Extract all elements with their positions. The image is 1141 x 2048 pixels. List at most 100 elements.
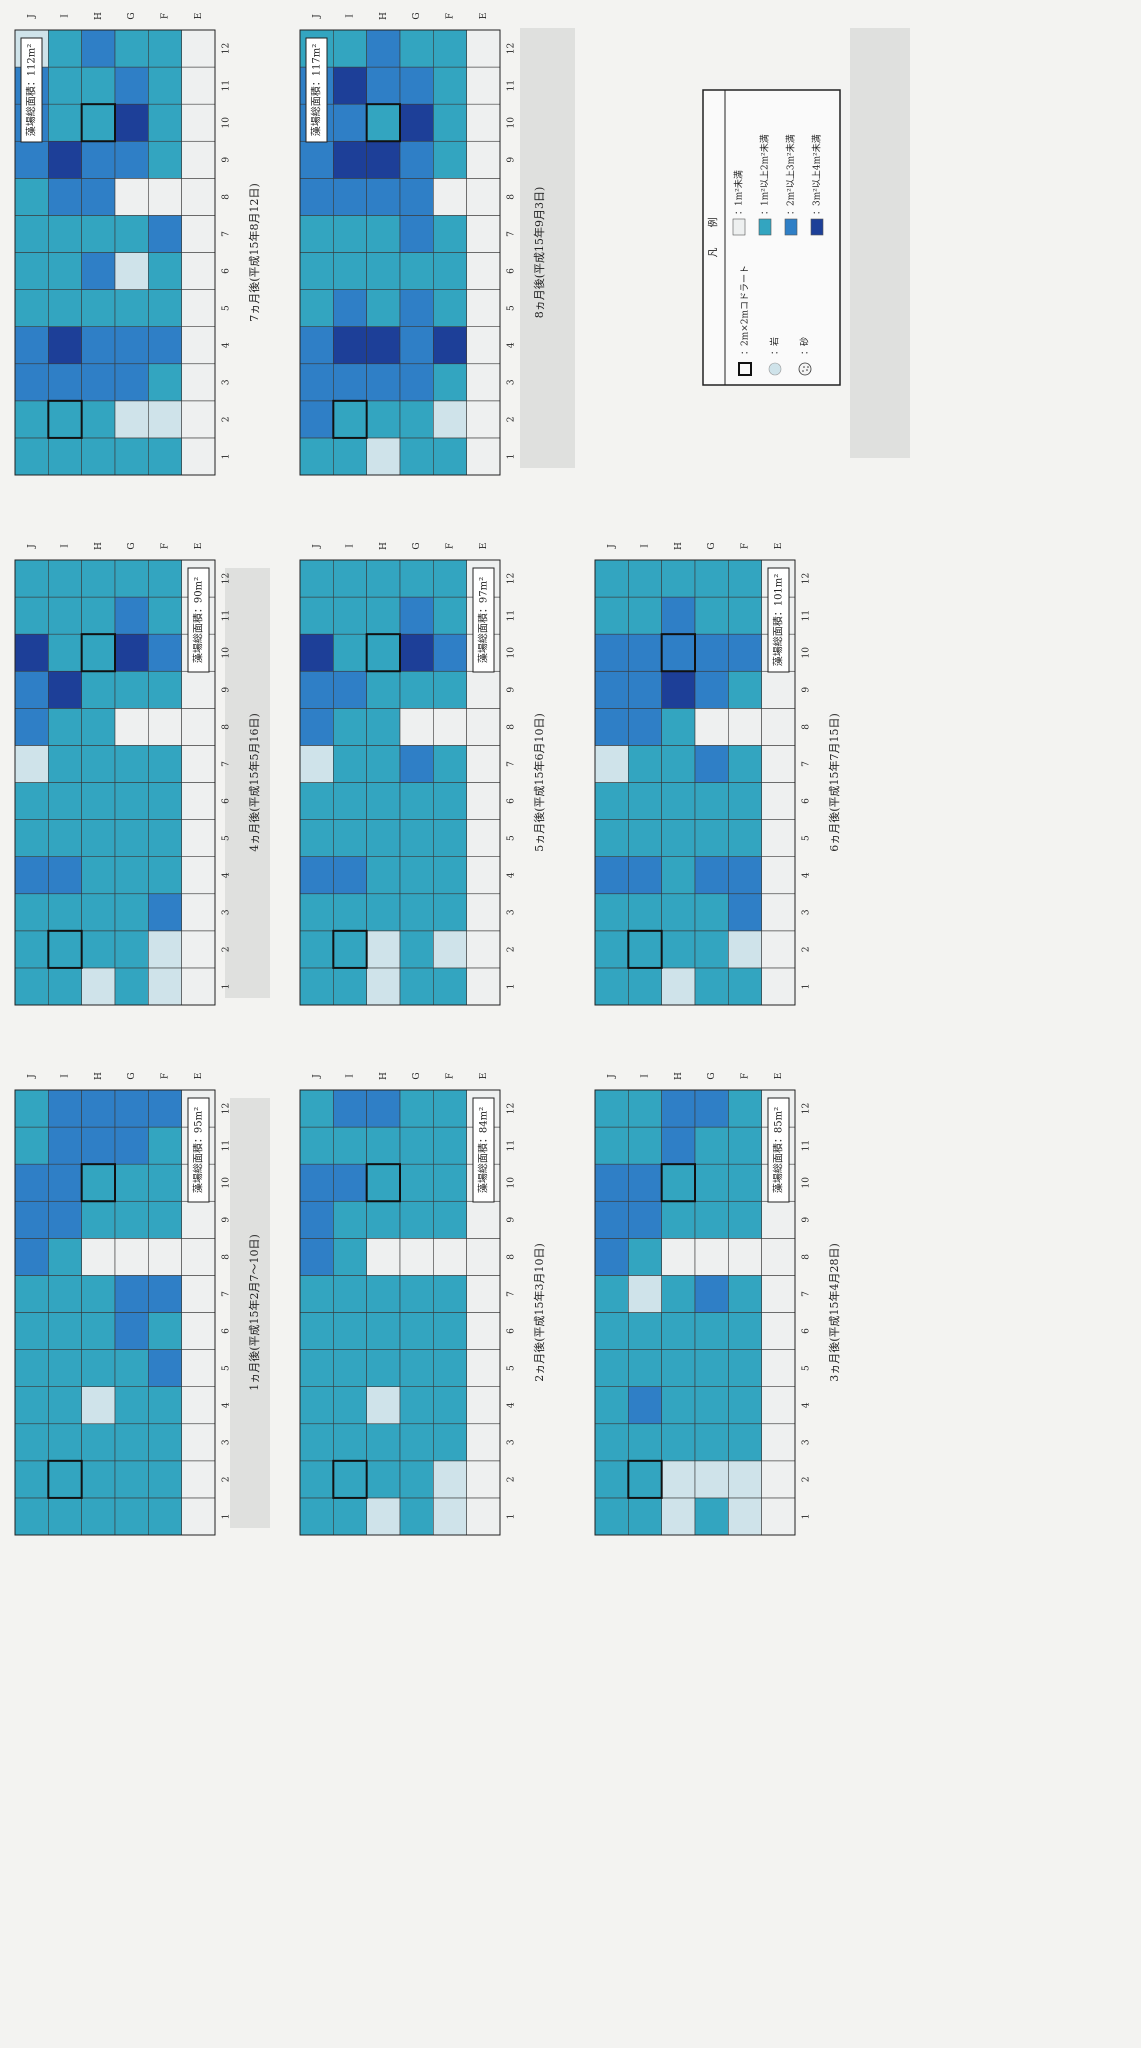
- grid-cell: [148, 1460, 182, 1499]
- grid-cell: [14, 967, 49, 1006]
- grid-cell: [333, 745, 367, 783]
- grid-cell: [333, 252, 367, 290]
- row-label: I: [346, 14, 356, 18]
- grid-cell: [433, 1275, 467, 1313]
- grid-cell: [728, 1163, 762, 1202]
- column-label: 4: [507, 342, 517, 348]
- grid-cell: [728, 893, 762, 932]
- grid-cell: [114, 252, 149, 290]
- grid-cell: [333, 1460, 367, 1499]
- grid-cell: [14, 437, 49, 476]
- grid-cell: [48, 1497, 82, 1536]
- grid-cell: [694, 1275, 729, 1313]
- grid-cell: [628, 1126, 662, 1165]
- grid-cell: [466, 103, 501, 142]
- grid-cell: [366, 596, 401, 635]
- grid-cell: [14, 782, 49, 820]
- area-label: 藻場総面積：101m²: [772, 574, 785, 667]
- grid-cell: [299, 930, 334, 969]
- grid-cell: [366, 782, 401, 820]
- row-label: H: [94, 542, 104, 550]
- column-label: 10: [507, 1177, 517, 1189]
- legend-label: ：砂: [799, 337, 811, 355]
- grid-cell: [48, 633, 82, 672]
- grid-cell: [366, 1200, 401, 1239]
- grid-cell: [594, 1497, 629, 1536]
- grid-cell: [466, 893, 501, 932]
- column-label: 2: [222, 417, 232, 423]
- legend-label: ：2m×2mコドラート: [740, 265, 751, 355]
- grid-cell: [761, 1238, 796, 1276]
- grid-cell: [14, 363, 49, 402]
- grid-cell: [728, 1460, 762, 1499]
- grid-cell: [594, 1312, 629, 1350]
- column-label: 9: [507, 687, 517, 693]
- grid-cell: [661, 967, 696, 1006]
- grid-cell: [81, 596, 116, 635]
- grid-cell: [628, 559, 662, 598]
- grid-cell: [148, 1312, 182, 1350]
- grid-cell: [48, 967, 82, 1006]
- grid-cell: [661, 1238, 696, 1276]
- column-label: 1: [507, 984, 517, 990]
- column-label: 2: [507, 417, 517, 423]
- grid-cell: [694, 1089, 729, 1128]
- column-label: 2: [802, 947, 812, 953]
- grid-cell: [694, 596, 729, 635]
- grid-cell: [14, 1275, 49, 1313]
- row-label: G: [127, 1072, 137, 1079]
- grid-cell: [399, 708, 434, 746]
- grid-cell: [628, 1275, 662, 1313]
- grid-cell: [148, 670, 182, 709]
- grid-cell: [366, 559, 401, 598]
- grid-cell: [81, 103, 116, 142]
- grid-cell: [14, 559, 49, 598]
- column-label: 3: [222, 909, 232, 915]
- grid-cell: [466, 1460, 501, 1499]
- grid-cell: [333, 400, 367, 439]
- column-label: 10: [507, 647, 517, 659]
- grid-cell: [148, 1349, 182, 1387]
- grid-cell: [81, 400, 116, 439]
- grid-cell: [366, 178, 401, 216]
- grid-cell: [148, 437, 182, 476]
- grid-cell: [148, 66, 182, 105]
- grid-cell: [628, 708, 662, 746]
- shade: [520, 28, 575, 468]
- column-label: 11: [222, 1140, 232, 1151]
- grid-cell: [114, 856, 149, 895]
- grid-cell: [366, 745, 401, 783]
- grid-cell: [466, 967, 501, 1006]
- column-label: 5: [222, 1365, 232, 1371]
- column-label: 2: [507, 1477, 517, 1483]
- grid-cell: [366, 819, 401, 857]
- grid-cell: [728, 1238, 762, 1276]
- grid-cell: [661, 1126, 696, 1165]
- grid-cell: [399, 633, 434, 672]
- quadrat: [627, 929, 663, 969]
- grid-cell: [694, 1312, 729, 1350]
- grid-cell: [728, 596, 762, 635]
- grid-cell: [333, 178, 367, 216]
- grid-cell: [299, 856, 334, 895]
- grid-cell: [299, 1275, 334, 1313]
- column-label: 6: [507, 1328, 517, 1334]
- grid-cell: [14, 1497, 49, 1536]
- grid-cell: [399, 1163, 434, 1202]
- quadrat: [660, 633, 697, 673]
- column-label: 9: [507, 1217, 517, 1223]
- column-label: 11: [507, 610, 517, 621]
- grid-cell: [148, 140, 182, 179]
- column-label: 3: [222, 1439, 232, 1445]
- grid-cell: [148, 1386, 182, 1425]
- column-label: 8: [222, 724, 232, 730]
- grid-cell: [728, 1275, 762, 1313]
- area-label-box: [767, 567, 790, 673]
- grid-cell: [48, 326, 82, 365]
- grid-cell: [81, 1275, 116, 1313]
- grid-cell: [333, 1423, 367, 1462]
- column-label: 12: [507, 1103, 517, 1114]
- column-label: 11: [222, 80, 232, 91]
- grid-cell: [333, 1312, 367, 1350]
- row-label: F: [161, 13, 171, 19]
